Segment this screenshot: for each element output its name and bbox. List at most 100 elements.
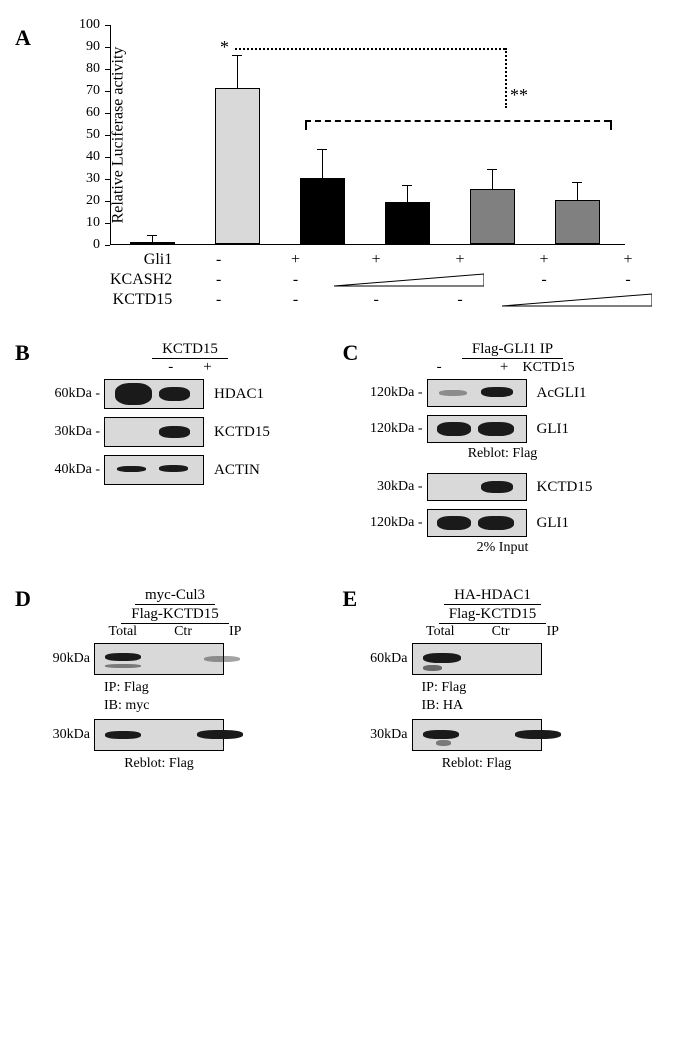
figure: A Relative Luciferase activity 010203040… <box>15 25 670 772</box>
row-bc: B KCTD15 - + 60kDa -HDAC130kDa -KCTD1540… <box>15 340 670 556</box>
sig-line-v <box>505 48 507 108</box>
lane-ip: IP <box>547 624 559 640</box>
ytick-label: 30 <box>70 171 100 187</box>
target-label: GLI1 <box>531 421 601 438</box>
panel-b-label: B <box>15 340 30 366</box>
lane-ip: IP <box>229 624 241 640</box>
cond-plus: + <box>500 359 508 376</box>
blot-box <box>104 379 204 409</box>
x-axis <box>110 244 625 245</box>
mw-label: 120kDa - <box>363 421 423 437</box>
target-label: KCTD15 <box>531 479 601 496</box>
blot-box <box>427 509 527 537</box>
lane-ctr: Ctr <box>174 624 192 640</box>
panel-d-label: D <box>15 586 31 612</box>
lane-total: Total <box>109 624 138 640</box>
target-label: KCTD15 <box>208 424 278 441</box>
bar-chart: Relative Luciferase activity 01020304050… <box>75 25 635 245</box>
condition-cell: - <box>502 270 586 290</box>
condition-cell: - <box>180 270 257 290</box>
y-axis-label: Relative Luciferase activity <box>109 47 127 224</box>
panel-c-input-blots: 30kDa - KCTD15 120kDa - GLI1 <box>363 470 671 540</box>
panel-d-blots: 90kDa IP: Flag IB: myc 30kDa Reblot: Fla… <box>45 640 353 772</box>
ytick-label: 90 <box>70 39 100 55</box>
mw-label: 120kDa - <box>363 515 423 531</box>
condition-cell: + <box>502 250 586 270</box>
cond-minus: - <box>437 359 442 376</box>
condition-cell: - <box>334 290 418 310</box>
blot-box <box>104 455 204 485</box>
condition-cell: - <box>257 290 334 310</box>
panel-b-header: KCTD15 <box>152 341 228 359</box>
ytick-label: 100 <box>70 17 100 33</box>
ytick-label: 40 <box>70 149 100 165</box>
blot-box <box>94 719 224 751</box>
panel-b: B KCTD15 - + 60kDa -HDAC130kDa -KCTD1540… <box>15 340 353 556</box>
mw-label: 60kDa - <box>45 386 100 402</box>
mw-label: 90kDa <box>45 651 90 667</box>
lane-total: Total <box>426 624 455 640</box>
blot-box <box>427 473 527 501</box>
ytick-label: 0 <box>70 237 100 253</box>
panel-c-input-label: 2% Input <box>423 540 583 556</box>
sig-bracket-r <box>610 120 612 130</box>
condition-row-label: Gli1 <box>110 250 180 270</box>
blot-box <box>412 643 542 675</box>
condition-cell: - <box>180 250 257 270</box>
condition-cell: + <box>586 250 670 270</box>
panel-e-lanes: Total Ctr IP <box>408 624 578 640</box>
condition-cell: + <box>418 250 502 270</box>
ib-label: IB: HA <box>412 698 542 714</box>
condition-cell: - <box>257 270 334 290</box>
panel-e-label: E <box>343 586 358 612</box>
ytick-label: 10 <box>70 215 100 231</box>
panel-a: A Relative Luciferase activity 010203040… <box>15 25 670 310</box>
condition-row-label: KCASH2 <box>110 270 180 290</box>
bar <box>470 189 515 244</box>
ytick-label: 70 <box>70 83 100 99</box>
panel-e-header1: HA-HDAC1 <box>444 587 541 605</box>
panel-c-reblot: Reblot: Flag <box>423 446 583 462</box>
panel-d-header1: myc-Cul3 <box>135 587 215 605</box>
dose-triangle-icon <box>334 273 484 287</box>
ytick-label: 80 <box>70 61 100 77</box>
mw-label: 30kDa <box>363 727 408 743</box>
bar <box>385 202 430 244</box>
panel-d-header2: Flag-KCTD15 <box>121 606 229 624</box>
reblot-label: Reblot: Flag <box>94 756 224 772</box>
bar <box>215 88 260 244</box>
row-de: D myc-Cul3 Flag-KCTD15 Total Ctr IP 90kD… <box>15 586 670 772</box>
ip-label: IP: Flag <box>412 680 542 696</box>
lane-ctr: Ctr <box>492 624 510 640</box>
mw-label: 120kDa - <box>363 385 423 401</box>
mw-label: 40kDa - <box>45 462 100 478</box>
condition-cell: + <box>257 250 334 270</box>
panel-d: D myc-Cul3 Flag-KCTD15 Total Ctr IP 90kD… <box>15 586 353 772</box>
panel-c-label: C <box>343 340 359 366</box>
dose-triangle-icon <box>502 293 652 307</box>
blot-box <box>104 417 204 447</box>
ytick-label: 20 <box>70 193 100 209</box>
bar <box>300 178 345 244</box>
mw-label: 30kDa - <box>363 479 423 495</box>
blot-box <box>427 379 527 407</box>
condition-cell: + <box>334 250 418 270</box>
ytick-label: 50 <box>70 127 100 143</box>
mw-label: 30kDa <box>45 727 90 743</box>
blot-box <box>427 415 527 443</box>
ytick-label: 60 <box>70 105 100 121</box>
ib-label: IB: myc <box>94 698 224 714</box>
sig-bracket-top <box>305 120 610 122</box>
reblot-label: Reblot: Flag <box>412 756 542 772</box>
panel-a-label: A <box>15 25 31 51</box>
condition-cell: - <box>180 290 257 310</box>
panel-e: E HA-HDAC1 Flag-KCTD15 Total Ctr IP 60kD… <box>353 586 671 772</box>
target-label: GLI1 <box>531 515 601 532</box>
sig-star-2: ** <box>510 85 528 106</box>
panel-c-ip-blots: 120kDa -AcGLI1120kDa -GLI1 <box>363 376 671 446</box>
panel-d-lanes: Total Ctr IP <box>90 624 260 640</box>
y-axis <box>110 25 111 245</box>
panel-b-blots: 60kDa -HDAC130kDa -KCTD1540kDa -ACTIN <box>45 376 325 488</box>
panel-c-header: Flag-GLI1 IP <box>462 341 563 359</box>
sig-bracket-l <box>305 120 307 130</box>
